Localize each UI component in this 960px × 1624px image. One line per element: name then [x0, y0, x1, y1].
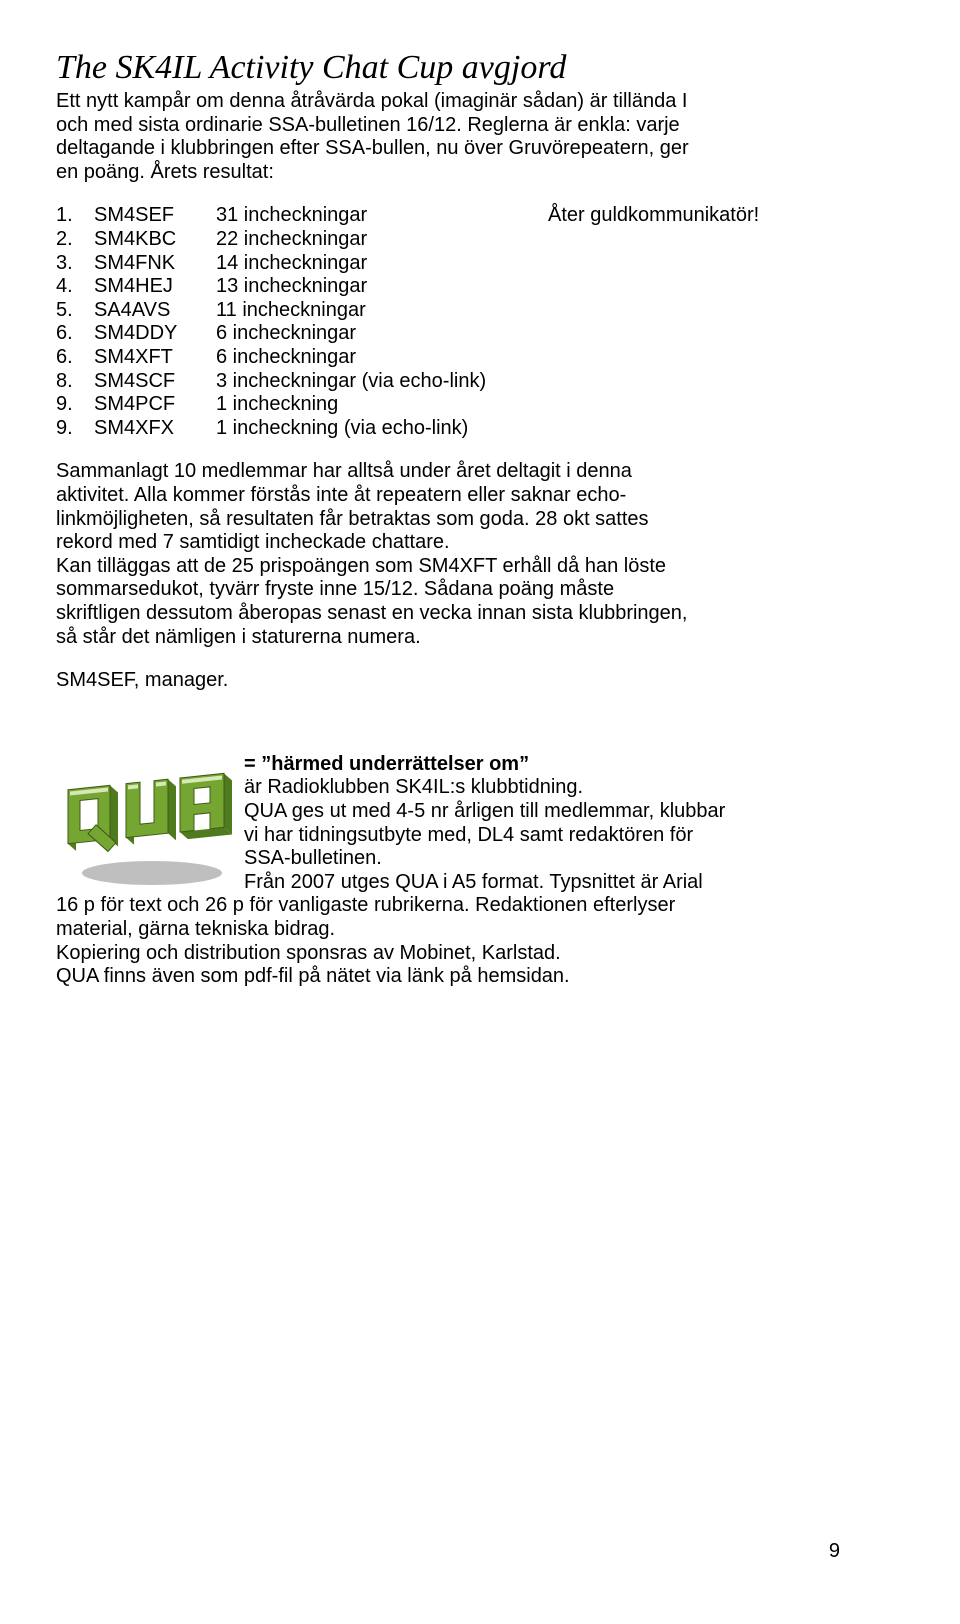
- callsign-cell: SA4AVS: [94, 299, 216, 323]
- rank-cell: 9.: [56, 393, 94, 417]
- info-tail-line: QUA finns även som pdf-fil på nätet via …: [56, 965, 570, 987]
- callsign-cell: SM4SCF: [94, 370, 216, 394]
- table-row: 9. SM4PCF 1 incheckning: [56, 393, 771, 417]
- rank-cell: 4.: [56, 275, 94, 299]
- info-line: är Radioklubben SK4IL:s klubbtidning.: [244, 776, 583, 798]
- callsign-cell: SM4SEF: [94, 204, 216, 228]
- table-row: 8. SM4SCF 3 incheckningar (via echo-link…: [56, 370, 771, 394]
- note-cell: [548, 299, 771, 323]
- rank-cell: 9.: [56, 417, 94, 441]
- callsign-cell: SM4XFT: [94, 346, 216, 370]
- info-heading: = ”härmed underrättelser om”: [244, 753, 529, 775]
- info-line: Från 2007 utges QUA i A5 format. Typsnit…: [244, 871, 703, 893]
- checks-cell: 3 incheckningar (via echo-link): [216, 370, 548, 394]
- summary-line: rekord med 7 samtidigt incheckade chatta…: [56, 531, 450, 553]
- summary-paragraph: Sammanlagt 10 medlemmar har alltså under…: [56, 460, 904, 649]
- note-cell: [548, 322, 771, 346]
- note-cell: [548, 275, 771, 299]
- callsign-cell: SM4FNK: [94, 252, 216, 276]
- qua-info-block: = ”härmed underrättelser om” är Radioklu…: [56, 753, 904, 989]
- table-row: 5. SA4AVS 11 incheckningar: [56, 299, 771, 323]
- rank-cell: 8.: [56, 370, 94, 394]
- checks-cell: 31 incheckningar: [216, 204, 548, 228]
- intro-line: en poäng. Årets resultat:: [56, 161, 274, 183]
- page-number: 9: [829, 1540, 840, 1564]
- note-cell: [548, 417, 771, 441]
- checks-cell: 13 incheckningar: [216, 275, 548, 299]
- checks-cell: 22 incheckningar: [216, 228, 548, 252]
- summary-line: aktivitet. Alla kommer förstås inte åt r…: [56, 484, 626, 506]
- intro-paragraph: Ett nytt kampår om denna åtråvärda pokal…: [56, 90, 904, 184]
- checks-cell: 1 incheckning: [216, 393, 548, 417]
- table-row: 6. SM4DDY 6 incheckningar: [56, 322, 771, 346]
- results-table: 1. SM4SEF 31 incheckningar Åter guldkomm…: [56, 204, 771, 440]
- callsign-cell: SM4KBC: [94, 228, 216, 252]
- info-tail-line: 16 p för text och 26 p för vanligaste ru…: [56, 894, 675, 916]
- page-title: The SK4IL Activity Chat Cup avgjord: [56, 48, 904, 88]
- intro-line: deltagande i klubbringen efter SSA-bulle…: [56, 137, 689, 159]
- info-line: vi har tidningsutbyte med, DL4 samt reda…: [244, 824, 693, 846]
- rank-cell: 3.: [56, 252, 94, 276]
- table-row: 6. SM4XFT 6 incheckningar: [56, 346, 771, 370]
- note-cell: [548, 393, 771, 417]
- summary-line: linkmöjligheten, så resultaten får betra…: [56, 508, 649, 530]
- summary-line: skriftligen dessutom åberopas senast en …: [56, 602, 687, 624]
- checks-cell: 6 incheckningar: [216, 322, 548, 346]
- callsign-cell: SM4XFX: [94, 417, 216, 441]
- table-row: 9. SM4XFX 1 incheckning (via echo-link): [56, 417, 771, 441]
- info-tail-line: material, gärna tekniska bidrag.: [56, 918, 335, 940]
- summary-line: sommarsedukot, tyvärr fryste inne 15/12.…: [56, 578, 614, 600]
- intro-line: och med sista ordinarie SSA-bulletinen 1…: [56, 114, 680, 136]
- table-row: 1. SM4SEF 31 incheckningar Åter guldkomm…: [56, 204, 771, 228]
- table-row: 2. SM4KBC 22 incheckningar: [56, 228, 771, 252]
- manager-signature: SM4SEF, manager.: [56, 669, 904, 693]
- note-cell: [548, 346, 771, 370]
- note-cell: Åter guldkommunikatör!: [548, 204, 771, 228]
- callsign-cell: SM4PCF: [94, 393, 216, 417]
- note-cell: [548, 252, 771, 276]
- table-row: 4. SM4HEJ 13 incheckningar: [56, 275, 771, 299]
- summary-line: så står det nämligen i staturerna numera…: [56, 626, 421, 648]
- table-row: 3. SM4FNK 14 incheckningar: [56, 252, 771, 276]
- summary-line: Sammanlagt 10 medlemmar har alltså under…: [56, 460, 632, 482]
- callsign-cell: SM4HEJ: [94, 275, 216, 299]
- info-tail-line: Kopiering och distribution sponsras av M…: [56, 942, 561, 964]
- rank-cell: 6.: [56, 346, 94, 370]
- rank-cell: 1.: [56, 204, 94, 228]
- info-line: QUA ges ut med 4-5 nr årligen till medle…: [244, 800, 725, 822]
- intro-line: Ett nytt kampår om denna åtråvärda pokal…: [56, 90, 687, 112]
- note-cell: [548, 228, 771, 252]
- callsign-cell: SM4DDY: [94, 322, 216, 346]
- rank-cell: 5.: [56, 299, 94, 323]
- rank-cell: 2.: [56, 228, 94, 252]
- rank-cell: 6.: [56, 322, 94, 346]
- checks-cell: 11 incheckningar: [216, 299, 548, 323]
- info-line: SSA-bulletinen.: [244, 847, 382, 869]
- checks-cell: 14 incheckningar: [216, 252, 548, 276]
- checks-cell: 1 incheckning (via echo-link): [216, 417, 548, 441]
- note-cell: [548, 370, 771, 394]
- qua-logo-icon: [56, 757, 236, 887]
- summary-line: Kan tilläggas att de 25 prispoängen som …: [56, 555, 666, 577]
- checks-cell: 6 incheckningar: [216, 346, 548, 370]
